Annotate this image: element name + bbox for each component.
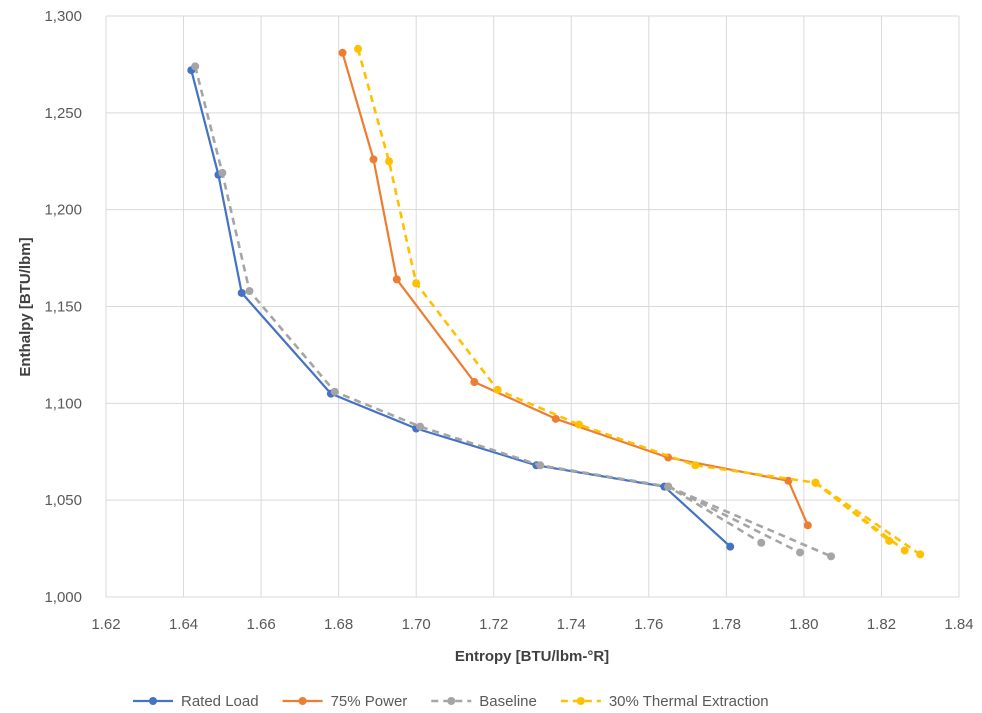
data-point: [796, 548, 805, 557]
legend-label: 75% Power: [331, 693, 408, 710]
x-tick-label: 1.70: [402, 616, 431, 633]
data-point: [385, 157, 394, 166]
series-line: [356, 48, 891, 542]
series-baseline: [191, 62, 836, 561]
y-tick-label: 1,000: [44, 589, 82, 606]
legend-label: Rated Load: [181, 693, 259, 710]
data-point: [757, 538, 766, 547]
x-tick-label: 1.62: [91, 616, 120, 633]
series-line: [190, 69, 731, 548]
legend-swatch-marker: [576, 697, 585, 705]
y-axis-title: Enthalpy [BTU/lbm]: [17, 237, 34, 376]
data-point: [392, 275, 401, 284]
data-point: [575, 420, 584, 429]
legend-item: Rated Load: [133, 693, 259, 710]
data-point: [784, 476, 793, 485]
x-axis-ticks: 1.62 1.64 1.66 1.68 1.70 1.72 1.74 1.76 1.78 1.80…: [91, 616, 973, 633]
data-point: [416, 422, 425, 431]
data-point: [369, 155, 378, 164]
x-tick-label: 1.66: [246, 616, 275, 633]
x-tick-label: 1.78: [712, 616, 741, 633]
series-line: [193, 66, 762, 544]
x-axis-title: Entropy [BTU/lbm-°R]: [455, 648, 609, 665]
legend-item: Baseline: [431, 693, 537, 710]
x-tick-label: 1.64: [169, 616, 198, 633]
data-point: [245, 287, 254, 296]
y-tick-label: 1,200: [44, 202, 82, 219]
data-point: [811, 478, 820, 487]
data-point: [827, 552, 836, 561]
data-point: [338, 48, 347, 57]
legend-swatch-marker: [447, 697, 456, 705]
data-point: [493, 385, 502, 394]
series-line: [814, 481, 921, 556]
legend-label: Baseline: [479, 693, 537, 710]
data-point: [237, 288, 246, 297]
series-line: [667, 485, 832, 558]
data-point: [470, 378, 479, 387]
data-point: [726, 542, 735, 551]
gridlines: [105, 15, 960, 598]
legend-item: 75% Power: [282, 693, 408, 710]
data-point: [691, 461, 700, 470]
x-tick-label: 1.84: [944, 616, 973, 633]
series-lines: [187, 44, 925, 561]
legend-swatch-marker: [149, 697, 157, 705]
x-tick-label: 1.82: [867, 616, 896, 633]
data-point: [900, 546, 909, 555]
x-tick-label: 1.80: [789, 616, 818, 633]
y-tick-label: 1,050: [44, 492, 82, 509]
x-tick-label: 1.74: [557, 616, 586, 633]
data-point: [191, 62, 200, 71]
data-point: [536, 461, 545, 470]
legend: Rated Load 75% Power Baseline 30% Thermal E…: [133, 693, 769, 710]
legend-item: 30% Thermal Extraction: [560, 693, 769, 710]
x-tick-label: 1.76: [634, 616, 663, 633]
data-point: [803, 521, 812, 530]
y-axis-ticks: 1,000 1,050 1,100 1,150 1,200 1,250 1,300: [44, 8, 82, 606]
data-point: [664, 482, 673, 491]
x-tick-label: 1.72: [479, 616, 508, 633]
data-point: [354, 44, 363, 53]
data-point: [218, 168, 227, 177]
y-tick-label: 1,150: [44, 299, 82, 316]
data-point: [412, 279, 421, 288]
series-rated-load: [187, 66, 735, 551]
data-point: [885, 536, 894, 545]
series-75-power: [338, 48, 812, 530]
series-line: [667, 485, 801, 554]
data-point: [330, 387, 339, 396]
series-30-thermal-extraction: [354, 44, 925, 559]
data-point: [551, 414, 560, 423]
data-point: [916, 550, 925, 559]
legend-label: 30% Thermal Extraction: [609, 693, 769, 710]
series-line: [341, 52, 809, 526]
legend-swatch-marker: [298, 697, 307, 705]
y-tick-label: 1,300: [44, 8, 82, 25]
y-tick-label: 1,100: [44, 395, 82, 412]
x-tick-label: 1.68: [324, 616, 353, 633]
y-tick-label: 1,250: [44, 105, 82, 122]
